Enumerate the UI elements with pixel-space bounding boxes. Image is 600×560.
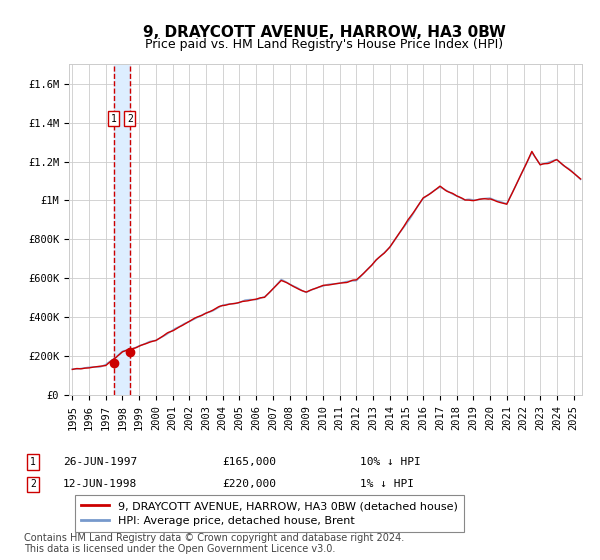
- Text: 9, DRAYCOTT AVENUE, HARROW, HA3 0BW: 9, DRAYCOTT AVENUE, HARROW, HA3 0BW: [143, 25, 505, 40]
- Text: 2: 2: [30, 479, 36, 489]
- Text: Price paid vs. HM Land Registry's House Price Index (HPI): Price paid vs. HM Land Registry's House …: [145, 38, 503, 51]
- Text: 2: 2: [127, 114, 133, 124]
- Bar: [114, 64, 130, 395]
- Text: 10% ↓ HPI: 10% ↓ HPI: [360, 457, 421, 467]
- Text: £165,000: £165,000: [222, 457, 276, 467]
- Legend: 9, DRAYCOTT AVENUE, HARROW, HA3 0BW (detached house), HPI: Average price, detach: 9, DRAYCOTT AVENUE, HARROW, HA3 0BW (det…: [74, 494, 464, 533]
- Text: 1: 1: [30, 457, 36, 467]
- Text: £220,000: £220,000: [222, 479, 276, 489]
- Text: 26-JUN-1997: 26-JUN-1997: [63, 457, 137, 467]
- Text: 1% ↓ HPI: 1% ↓ HPI: [360, 479, 414, 489]
- Text: 1: 1: [111, 114, 117, 124]
- Text: 12-JUN-1998: 12-JUN-1998: [63, 479, 137, 489]
- Text: Contains HM Land Registry data © Crown copyright and database right 2024.
This d: Contains HM Land Registry data © Crown c…: [24, 533, 404, 554]
